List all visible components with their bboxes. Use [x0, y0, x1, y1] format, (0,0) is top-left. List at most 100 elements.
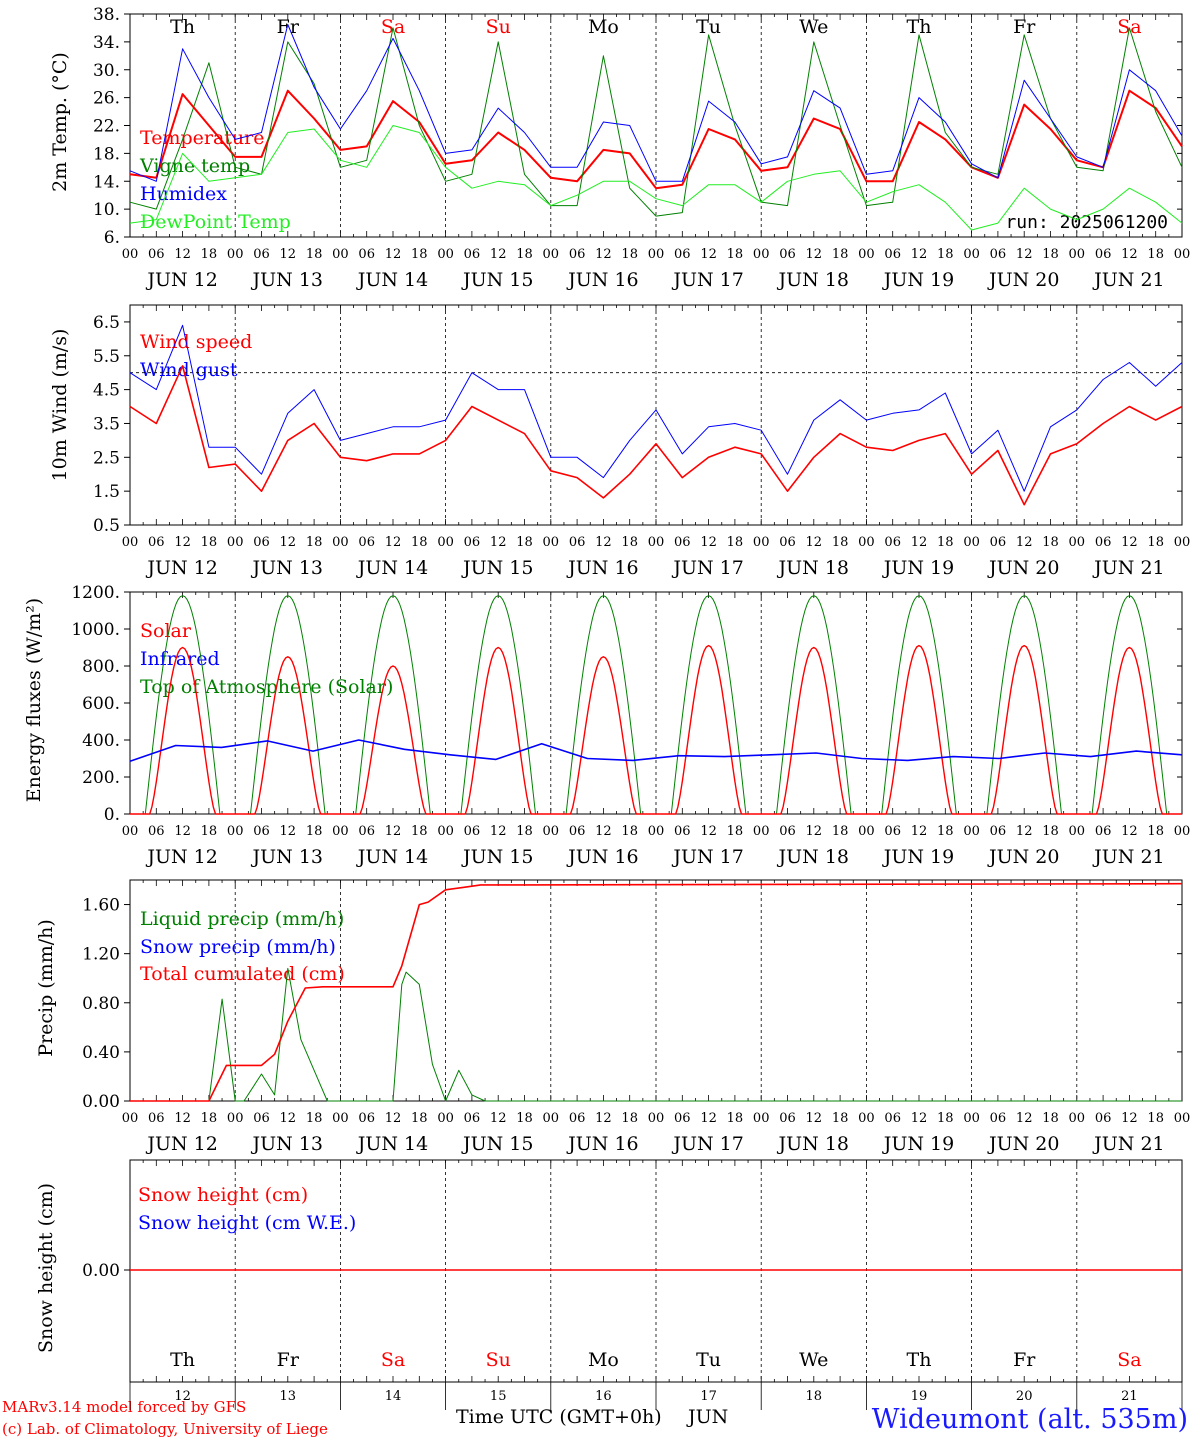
hour-tick-label: 18 — [306, 1111, 323, 1126]
weekday-label: Tu — [696, 1349, 721, 1371]
weekday-label: Fr — [277, 1349, 300, 1371]
day-date-label: JUN 19 — [882, 1133, 954, 1155]
day-number-label: 18 — [806, 1389, 823, 1404]
hour-tick-label: 00 — [1174, 1111, 1191, 1126]
y-tick-label: 1200. — [71, 583, 120, 603]
day-number-label: 20 — [1016, 1389, 1033, 1404]
series-liquid-precip — [130, 967, 1182, 1102]
series-wind-speed — [129, 365, 1183, 506]
day-number-label: 15 — [490, 1389, 507, 1404]
hour-tick-label: 00 — [963, 535, 980, 550]
y-tick-label: 26. — [93, 89, 120, 109]
hour-tick-label: 00 — [858, 535, 875, 550]
hour-tick-label: 12 — [490, 824, 507, 839]
temp-ylabel: 2m Temp. (°C) — [49, 52, 71, 192]
hour-tick-label: 06 — [464, 824, 481, 839]
hour-tick-label: 06 — [253, 535, 270, 550]
hour-tick-label: 12 — [911, 1111, 928, 1126]
hour-tick-label: 12 — [806, 824, 823, 839]
day-date-label: JUN 15 — [461, 269, 533, 291]
series-total-cumulated — [130, 882, 1183, 1102]
hour-tick-label: 00 — [437, 247, 454, 262]
hour-tick-label: 18 — [1042, 535, 1059, 550]
hour-tick-label: 18 — [516, 1111, 533, 1126]
day-date-label: JUN 21 — [1092, 846, 1164, 868]
hour-tick-label: 00 — [122, 1111, 139, 1126]
hour-tick-label: 00 — [543, 824, 560, 839]
series-vigne-temp — [129, 27, 1183, 217]
hour-tick-label: 06 — [779, 247, 796, 262]
hour-tick-label: 12 — [1016, 535, 1033, 550]
y-tick-label: 0.00 — [82, 1261, 120, 1281]
day-date-label: JUN 14 — [356, 1133, 428, 1155]
y-tick-label: 6. — [104, 228, 120, 248]
day-number-label: 19 — [911, 1389, 928, 1404]
hour-tick-label: 06 — [779, 824, 796, 839]
hour-tick-label: 18 — [727, 1111, 744, 1126]
hour-tick-label: 06 — [464, 247, 481, 262]
hour-tick-label: 12 — [911, 247, 928, 262]
weekday-label: Th — [907, 16, 932, 38]
hour-tick-label: 12 — [1016, 247, 1033, 262]
series-wind-gust — [129, 324, 1183, 492]
hour-tick-label: 06 — [884, 247, 901, 262]
hour-tick-label: 06 — [990, 824, 1007, 839]
legend-temperature: Temperature — [140, 127, 264, 149]
day-date-label: JUN 19 — [882, 269, 954, 291]
hour-tick-label: 12 — [174, 824, 191, 839]
hour-tick-label: 06 — [569, 535, 586, 550]
day-number-label: 12 — [174, 1389, 191, 1404]
hour-tick-label: 06 — [464, 1111, 481, 1126]
hour-tick-label: 18 — [306, 824, 323, 839]
legend-humidex: Humidex — [140, 183, 227, 205]
series-humidex — [129, 24, 1183, 182]
hour-tick-label: 12 — [385, 824, 402, 839]
hour-tick-label: 18 — [621, 247, 638, 262]
legend-dewpoint: DewPoint Temp — [140, 211, 291, 233]
hour-tick-label: 06 — [884, 1111, 901, 1126]
y-tick-label: 1000. — [71, 620, 120, 640]
hour-tick-label: 00 — [753, 1111, 770, 1126]
snow-legend: Snow height (cm) Snow height (cm W.E.) — [138, 1184, 356, 1234]
day-date-label: JUN 18 — [777, 269, 849, 291]
panel-frame — [129, 13, 1183, 238]
snow-ylabel: Snow height (cm) — [35, 1183, 57, 1353]
hour-tick-label: 12 — [280, 1111, 297, 1126]
hour-tick-label: 18 — [1042, 247, 1059, 262]
day-date-label: JUN 20 — [987, 269, 1059, 291]
hour-tick-label: 00 — [122, 247, 139, 262]
day-date-label: JUN 13 — [251, 269, 323, 291]
day-date-label: JUN 17 — [671, 846, 743, 868]
legend-snow-precip: Snow precip (mm/h) — [140, 936, 336, 958]
hour-tick-label: 00 — [227, 1111, 244, 1126]
station-title: Wideumont (alt. 535m) — [872, 1404, 1188, 1435]
hour-tick-label: 18 — [411, 247, 428, 262]
hour-tick-label: 18 — [201, 1111, 218, 1126]
y-tick-label: 1.5 — [93, 482, 120, 502]
day-date-label: JUN 13 — [251, 1133, 323, 1155]
hour-tick-label: 12 — [280, 824, 297, 839]
y-tick-label: 800. — [82, 657, 120, 677]
series-infrared — [129, 739, 1183, 763]
precip-ylabel: Precip (mm/h) — [35, 919, 57, 1057]
hour-tick-label: 00 — [1174, 535, 1191, 550]
hour-tick-label: 12 — [385, 247, 402, 262]
hour-tick-label: 12 — [1016, 824, 1033, 839]
month-label: JUN — [686, 1406, 728, 1428]
hour-tick-label: 06 — [674, 1111, 691, 1126]
hour-tick-label: 06 — [358, 1111, 375, 1126]
weekday-label: Fr — [1013, 1349, 1036, 1371]
series-temperature — [129, 89, 1183, 190]
hour-tick-label: 06 — [358, 824, 375, 839]
hour-tick-label: 18 — [1147, 1111, 1164, 1126]
hour-tick-label: 00 — [227, 824, 244, 839]
hour-tick-label: 00 — [332, 535, 349, 550]
hour-tick-label: 12 — [595, 1111, 612, 1126]
legend-wind-speed: Wind speed — [140, 331, 252, 353]
y-tick-label: 0.40 — [82, 1043, 120, 1063]
y-tick-label: 22. — [93, 117, 120, 137]
hour-tick-label: 12 — [174, 535, 191, 550]
weekday-label: Fr — [277, 16, 300, 38]
y-tick-label: 6.5 — [93, 313, 120, 333]
